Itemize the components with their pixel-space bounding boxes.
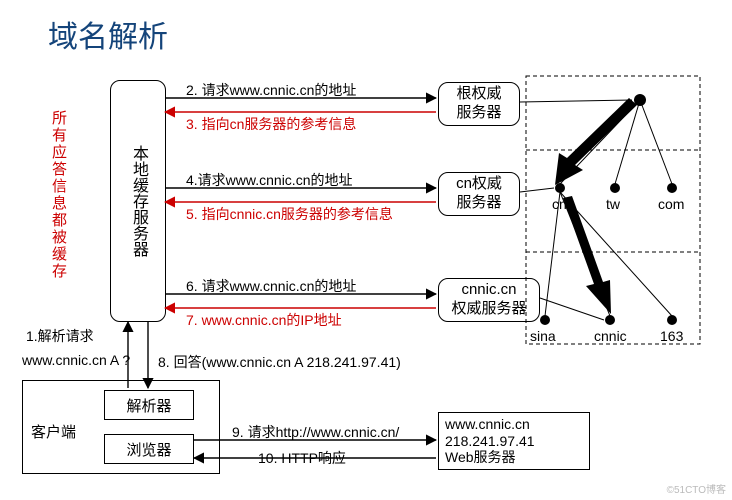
- tree-label-tw: tw: [606, 196, 620, 212]
- sidenote-cache: 所有应答信息都被缓存: [48, 110, 69, 280]
- node-browser: 浏览器: [104, 434, 194, 464]
- watermark: ©51CTO博客: [667, 481, 726, 496]
- node-cn-auth: cn权威 服务器: [438, 172, 520, 216]
- label-m2: 2. 请求www.cnnic.cn的地址: [186, 80, 356, 100]
- label-m3: 3. 指向cn服务器的参考信息: [186, 114, 356, 134]
- page-title: 域名解析: [48, 12, 168, 56]
- label-m7: 7. www.cnnic.cn的IP地址: [186, 310, 342, 330]
- tree-label-163: 163: [660, 328, 683, 344]
- tree-label-cnnic: cnnic: [594, 328, 627, 344]
- label-m9: 9. 请求http://www.cnnic.cn/: [232, 422, 399, 442]
- tree-label-cn: cn: [552, 196, 567, 212]
- node-cnnic-auth: cnnic.cn 权威服务器: [438, 278, 540, 322]
- label-q: www.cnnic.cn A ?: [22, 352, 130, 368]
- label-m10: 10. HTTP响应: [258, 448, 346, 468]
- tree-label-sina: sina: [530, 328, 556, 344]
- label-m6: 6. 请求www.cnnic.cn的地址: [186, 276, 356, 296]
- label-m4: 4.请求www.cnnic.cn的地址: [186, 170, 352, 190]
- label-m8: 8. 回答(www.cnnic.cn A 218.241.97.41): [158, 352, 401, 372]
- node-local-cache: 本地缓存服务器: [110, 80, 166, 322]
- client-label: 客户端: [31, 421, 76, 442]
- node-root-auth: 根权威 服务器: [438, 82, 520, 126]
- node-resolver: 解析器: [104, 390, 194, 420]
- label-m1: 1.解析请求: [26, 326, 94, 346]
- label-m5: 5. 指向cnnic.cn服务器的参考信息: [186, 204, 393, 224]
- tree-label-com: com: [658, 196, 684, 212]
- node-webserver: www.cnnic.cn 218.241.97.41 Web服务器: [438, 412, 590, 470]
